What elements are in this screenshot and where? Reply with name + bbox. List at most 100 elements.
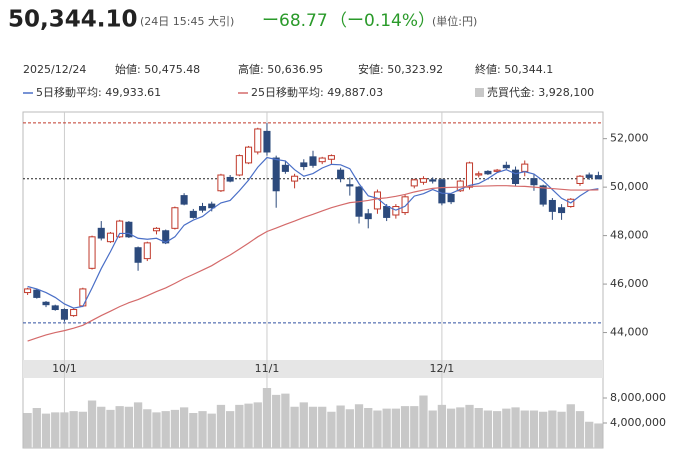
volume-bar bbox=[87, 400, 97, 448]
volume-bar bbox=[345, 409, 354, 448]
date: 2025/12/24 bbox=[23, 63, 86, 76]
candle-body bbox=[291, 175, 299, 182]
candle-body bbox=[60, 309, 68, 320]
volume-bar bbox=[437, 404, 447, 448]
legend-swatch bbox=[475, 88, 484, 97]
volume-bar bbox=[32, 408, 41, 448]
volume-bar bbox=[198, 411, 207, 448]
volume-bar bbox=[143, 409, 152, 448]
volume-bar bbox=[124, 406, 134, 448]
volume-bar bbox=[327, 411, 336, 448]
candle-body bbox=[318, 157, 326, 163]
volume-bar bbox=[594, 423, 603, 448]
volume-bar bbox=[465, 404, 474, 448]
candle-body bbox=[226, 176, 234, 182]
volume-bar bbox=[253, 402, 262, 448]
y-tick-label: 44,000 bbox=[610, 326, 649, 339]
candle-body bbox=[346, 184, 354, 187]
close: 終値: 50,344.1 bbox=[475, 62, 553, 76]
volume-bar bbox=[446, 408, 456, 448]
y-tick-label: 50,000 bbox=[610, 180, 649, 193]
candle-body bbox=[263, 130, 271, 153]
legend-label: 5日移動平均: 49,933.61 bbox=[36, 85, 161, 99]
volume-bar bbox=[133, 402, 143, 448]
volume-bar bbox=[474, 408, 483, 448]
candle-body bbox=[245, 146, 253, 164]
candle-body bbox=[106, 232, 114, 243]
candle-body bbox=[116, 220, 124, 238]
volume-bar bbox=[354, 404, 364, 448]
candle-body bbox=[410, 179, 418, 187]
candle-body bbox=[180, 195, 188, 205]
candle-body bbox=[254, 128, 262, 153]
volume-bar bbox=[262, 388, 272, 448]
y-tick-label: 8,000,000 bbox=[610, 391, 666, 404]
candle-body bbox=[208, 203, 216, 209]
candle-body bbox=[171, 207, 179, 229]
volume-bar bbox=[557, 411, 566, 448]
volume-bar bbox=[566, 404, 575, 448]
volume-bar bbox=[161, 411, 170, 448]
unit: (単位:円) bbox=[432, 14, 477, 28]
volume-bar bbox=[400, 406, 410, 448]
volume-bar bbox=[382, 408, 391, 448]
candle-body bbox=[143, 242, 151, 260]
candle-body bbox=[88, 236, 96, 269]
volume-bar bbox=[272, 394, 281, 448]
open: 始値: 50,475.48 bbox=[115, 62, 200, 76]
candle-body bbox=[97, 227, 105, 239]
candle-body bbox=[419, 178, 428, 183]
price: 50,344.10 bbox=[8, 7, 138, 33]
volume-bar bbox=[244, 403, 253, 448]
y-tick-label: 46,000 bbox=[610, 277, 649, 290]
candle-body bbox=[33, 289, 41, 298]
candle-body bbox=[217, 174, 225, 192]
candle-body bbox=[558, 207, 566, 214]
volume-bar bbox=[410, 406, 419, 448]
volume-bar bbox=[69, 411, 78, 448]
candle-body bbox=[493, 169, 501, 172]
x-axis-band bbox=[23, 360, 603, 378]
candle-body bbox=[51, 305, 59, 311]
candle-body bbox=[475, 173, 483, 176]
candle-body bbox=[272, 157, 280, 192]
volume-bar bbox=[529, 410, 539, 448]
legend-label: 25日移動平均: 49,887.03 bbox=[251, 85, 383, 99]
volume-bar bbox=[373, 410, 382, 448]
time: (24日 15:45 大引) bbox=[140, 14, 234, 28]
y-tick-label: 52,000 bbox=[610, 132, 649, 145]
candle-body bbox=[198, 206, 207, 211]
volume-bar bbox=[152, 412, 161, 448]
y-tick-label: 4,000,000 bbox=[610, 416, 666, 429]
volume-bar bbox=[308, 406, 318, 448]
volume-bar bbox=[41, 413, 51, 448]
volume-bar bbox=[428, 410, 437, 448]
volume-bar bbox=[318, 406, 327, 448]
volume-bar bbox=[97, 406, 106, 448]
candle-body bbox=[235, 155, 243, 176]
volume-bar bbox=[520, 410, 529, 448]
volume-bar bbox=[492, 411, 502, 448]
volume-bar bbox=[23, 413, 32, 448]
volume-bar bbox=[502, 408, 511, 448]
volume-bar bbox=[548, 410, 557, 448]
volume-bar bbox=[419, 395, 428, 448]
volume-bar bbox=[78, 411, 87, 448]
low: 安値: 50,323.92 bbox=[358, 62, 443, 76]
candle-body bbox=[585, 174, 593, 178]
volume-bar bbox=[189, 413, 198, 448]
volume-bar bbox=[60, 412, 69, 448]
candle-body bbox=[152, 227, 161, 232]
volume-bar bbox=[106, 409, 115, 448]
candle-body bbox=[530, 178, 538, 186]
volume-bar bbox=[281, 393, 290, 448]
change-pct: （ー0.14%） bbox=[330, 11, 435, 31]
candle-body bbox=[401, 196, 409, 214]
candle-body bbox=[484, 170, 492, 175]
moving-average-line bbox=[27, 185, 599, 342]
volume-bar bbox=[575, 411, 585, 448]
candle-body bbox=[70, 309, 78, 317]
volume-bar bbox=[290, 406, 299, 448]
volume-bar bbox=[226, 411, 235, 448]
candle-body bbox=[383, 206, 391, 218]
